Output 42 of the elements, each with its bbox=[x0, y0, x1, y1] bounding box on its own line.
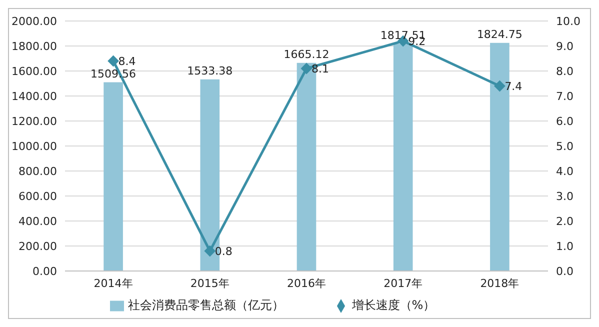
y-tick-label: 1400.00 bbox=[12, 90, 57, 103]
y2-tick-label: 7.0 bbox=[556, 90, 574, 103]
y2-tick-label: 9.0 bbox=[556, 40, 574, 53]
y-tick-label: 1000.00 bbox=[12, 140, 57, 153]
x-tick-label: 2017年 bbox=[384, 276, 423, 290]
y2-tick-label: 4.0 bbox=[556, 164, 574, 178]
data-label: 1533.38 bbox=[187, 64, 233, 78]
x-tick-label: 2016年 bbox=[287, 276, 326, 290]
y2-tick-label: 0.0 bbox=[556, 264, 574, 278]
y-tick-label: 0.00 bbox=[32, 264, 57, 278]
data-label: 8.4 bbox=[118, 54, 136, 68]
y2-tick-label: 5.0 bbox=[556, 140, 574, 153]
y-tick-label: 600.00 bbox=[18, 190, 57, 203]
bar bbox=[393, 44, 413, 271]
y-tick-label: 1800.00 bbox=[12, 40, 57, 53]
y2-tick-label: 8.0 bbox=[556, 64, 574, 78]
y-tick-label: 1600.00 bbox=[12, 64, 57, 78]
x-tick-label: 2018年 bbox=[480, 276, 520, 290]
y2-tick-label: 10.0 bbox=[556, 14, 580, 28]
y2-tick-label: 3.0 bbox=[556, 190, 574, 203]
legend-label: 社会消费品零售总额（亿元） bbox=[128, 298, 284, 312]
y2-tick-label: 2.0 bbox=[556, 214, 574, 228]
point bbox=[108, 56, 119, 66]
y2-tick-label: 1.0 bbox=[556, 240, 574, 253]
bar bbox=[104, 82, 123, 271]
data-label: 0.8 bbox=[214, 244, 232, 258]
data-label: 1824.75 bbox=[476, 28, 522, 41]
x-tick-label: 2014年 bbox=[94, 276, 133, 290]
y-tick-label: 200.00 bbox=[18, 240, 57, 253]
x-tick-label: 2015年 bbox=[190, 276, 230, 290]
data-label: 7.4 bbox=[504, 80, 522, 93]
y-tick-label: 400.00 bbox=[18, 214, 57, 228]
y-tick-label: 2000.00 bbox=[12, 14, 57, 28]
point bbox=[301, 63, 312, 74]
y2-tick-label: 6.0 bbox=[556, 114, 574, 128]
data-label: 1665.12 bbox=[284, 48, 330, 61]
point bbox=[204, 246, 216, 256]
legend-label: 增长速度（%） bbox=[352, 298, 436, 312]
y-tick-label: 1200.00 bbox=[12, 114, 57, 128]
data-label: 8.1 bbox=[312, 62, 329, 76]
point bbox=[494, 80, 506, 92]
y-tick-label: 800.00 bbox=[18, 164, 57, 178]
